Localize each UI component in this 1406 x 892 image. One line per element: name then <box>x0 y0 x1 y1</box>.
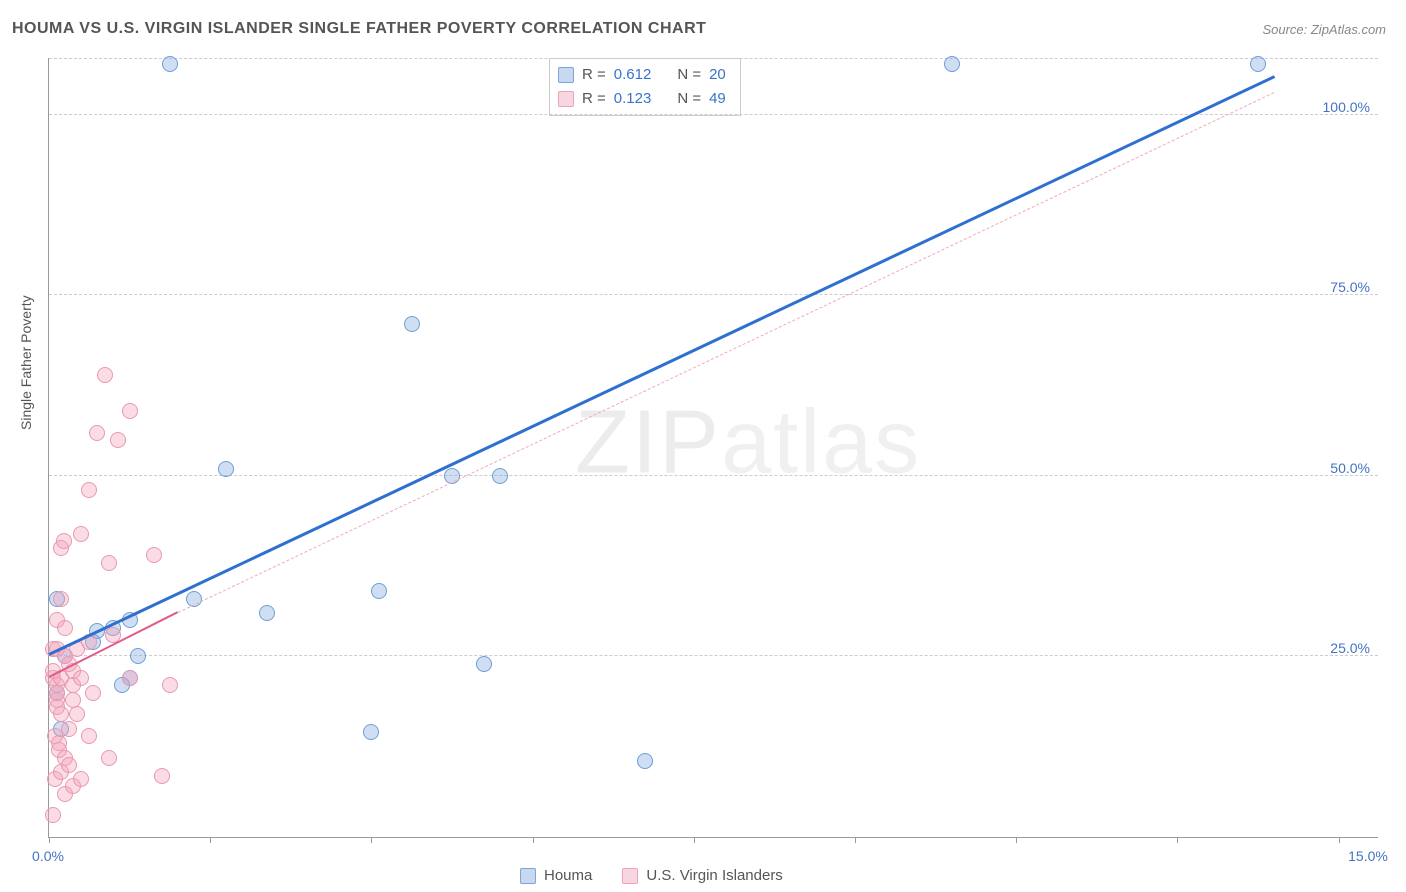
scatter-marker <box>259 605 275 621</box>
xtick-mark <box>855 837 856 843</box>
scatter-marker <box>154 768 170 784</box>
chart-title: HOUMA VS U.S. VIRGIN ISLANDER SINGLE FAT… <box>12 20 706 38</box>
grid-line <box>49 655 1378 656</box>
xtick-label-left: 0.0% <box>32 848 64 864</box>
ytick-label: 50.0% <box>1330 460 1370 476</box>
scatter-marker <box>73 526 89 542</box>
stats-r-val-houma: 0.612 <box>614 63 652 87</box>
stats-r-label: R = <box>582 63 606 87</box>
stats-r-val-usvi: 0.123 <box>614 87 652 111</box>
swatch-houma <box>558 67 574 83</box>
ytick-label: 100.0% <box>1323 99 1370 115</box>
stats-n-label: N = <box>677 63 701 87</box>
scatter-marker <box>101 555 117 571</box>
scatter-marker <box>1250 56 1266 72</box>
scatter-marker <box>61 721 77 737</box>
grid-line <box>49 58 1378 59</box>
legend-label-usvi: U.S. Virgin Islanders <box>646 867 782 884</box>
source-label: Source: ZipAtlas.com <box>1262 22 1386 37</box>
trend-usvi-dashed <box>178 92 1275 613</box>
scatter-marker <box>371 583 387 599</box>
scatter-marker <box>492 468 508 484</box>
ytick-label: 25.0% <box>1330 640 1370 656</box>
ytick-label: 75.0% <box>1330 279 1370 295</box>
scatter-marker <box>81 728 97 744</box>
plot-area: ZIPatlas R = 0.612 N = 20 R = 0.123 N = … <box>48 58 1378 838</box>
scatter-marker <box>637 753 653 769</box>
stats-row-houma: R = 0.612 N = 20 <box>558 63 726 87</box>
scatter-marker <box>85 685 101 701</box>
stats-n-val-usvi: 49 <box>709 87 726 111</box>
stats-n-val-houma: 20 <box>709 63 726 87</box>
scatter-marker <box>146 547 162 563</box>
scatter-marker <box>122 670 138 686</box>
xtick-mark <box>694 837 695 843</box>
scatter-marker <box>73 771 89 787</box>
legend-label-houma: Houma <box>544 867 592 884</box>
scatter-marker <box>110 432 126 448</box>
swatch-usvi <box>558 91 574 107</box>
trend-houma <box>48 76 1274 656</box>
xtick-label-right: 15.0% <box>1348 848 1388 864</box>
xtick-mark <box>1339 837 1340 843</box>
stats-n-label: N = <box>677 87 701 111</box>
watermark-text: ZIPatlas <box>575 391 921 494</box>
xtick-mark <box>1016 837 1017 843</box>
grid-line <box>49 114 1378 115</box>
legend-item-usvi: U.S. Virgin Islanders <box>622 867 782 884</box>
legend-swatch-houma <box>520 868 536 884</box>
scatter-marker <box>45 807 61 823</box>
stats-r-label: R = <box>582 87 606 111</box>
stats-row-usvi: R = 0.123 N = 49 <box>558 87 726 111</box>
grid-line <box>49 475 1378 476</box>
scatter-marker <box>57 620 73 636</box>
scatter-marker <box>56 533 72 549</box>
scatter-marker <box>162 677 178 693</box>
scatter-marker <box>122 403 138 419</box>
scatter-marker <box>363 724 379 740</box>
scatter-marker <box>130 648 146 664</box>
scatter-marker <box>65 692 81 708</box>
legend-item-houma: Houma <box>520 867 592 884</box>
scatter-marker <box>89 425 105 441</box>
legend-swatch-usvi <box>622 868 638 884</box>
bottom-legend: Houma U.S. Virgin Islanders <box>520 867 783 884</box>
scatter-marker <box>218 461 234 477</box>
scatter-marker <box>476 656 492 672</box>
xtick-mark <box>49 837 50 843</box>
scatter-marker <box>404 316 420 332</box>
scatter-marker <box>101 750 117 766</box>
scatter-marker <box>162 56 178 72</box>
stats-box: R = 0.612 N = 20 R = 0.123 N = 49 <box>549 58 741 116</box>
xtick-mark <box>1177 837 1178 843</box>
scatter-marker <box>69 706 85 722</box>
xtick-mark <box>210 837 211 843</box>
chart-container: HOUMA VS U.S. VIRGIN ISLANDER SINGLE FAT… <box>0 0 1406 892</box>
y-axis-title: Single Father Poverty <box>18 295 34 430</box>
scatter-marker <box>944 56 960 72</box>
grid-line <box>49 294 1378 295</box>
scatter-marker <box>97 367 113 383</box>
xtick-mark <box>533 837 534 843</box>
scatter-marker <box>53 591 69 607</box>
scatter-marker <box>61 757 77 773</box>
scatter-marker <box>81 482 97 498</box>
scatter-marker <box>73 670 89 686</box>
xtick-mark <box>371 837 372 843</box>
